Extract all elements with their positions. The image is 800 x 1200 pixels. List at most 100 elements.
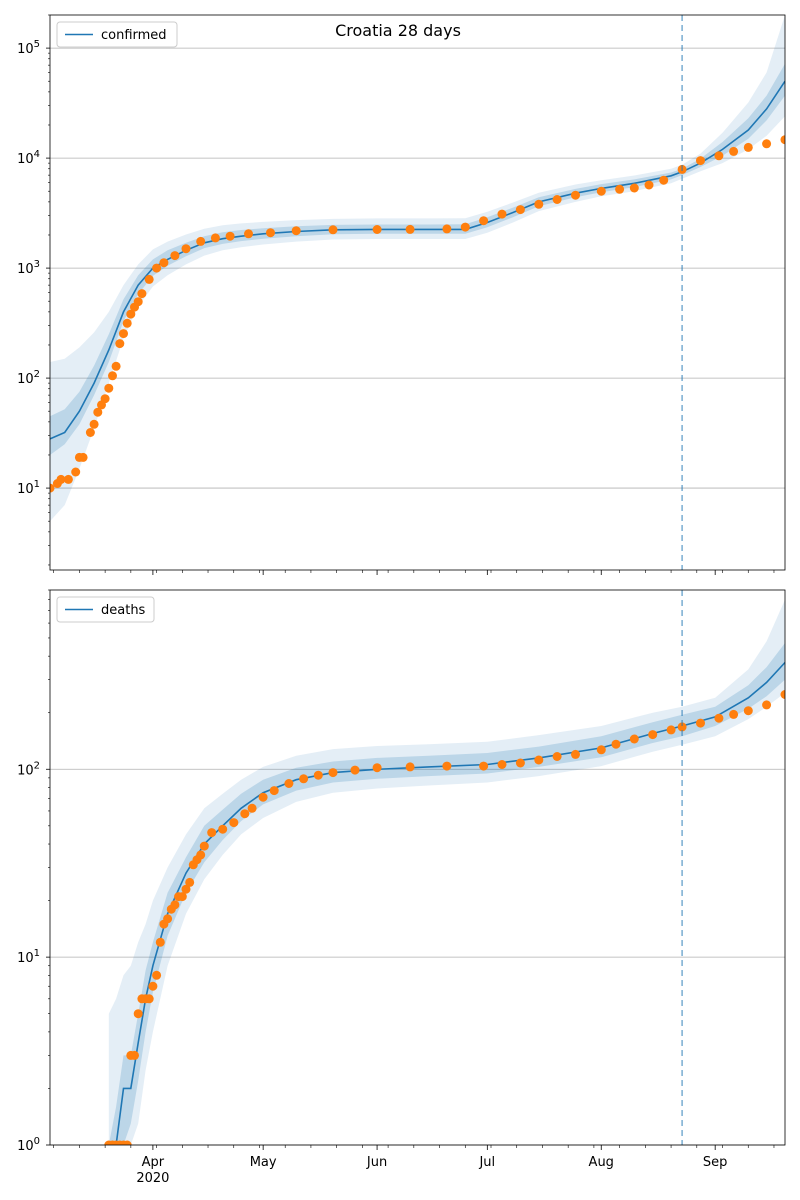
observed-point <box>299 774 309 784</box>
x-tick-label: Jun <box>366 1155 387 1170</box>
observed-point <box>181 244 191 254</box>
observed-point <box>152 970 162 980</box>
y-tick-exponent: 1 <box>34 479 40 490</box>
observed-point <box>313 770 323 780</box>
observed-point <box>119 329 128 339</box>
observed-point <box>552 195 562 204</box>
observed-point <box>199 841 209 851</box>
observed-point <box>266 228 275 238</box>
observed-point <box>170 251 180 261</box>
observed-point <box>497 760 507 769</box>
uncertainty-band-inner <box>108 643 785 1145</box>
observed-point <box>181 884 191 894</box>
observed-point <box>571 749 580 759</box>
observed-point <box>479 761 489 771</box>
y-tick-base: 10 <box>17 42 34 57</box>
y-tick-exponent: 3 <box>34 259 40 270</box>
observed-point <box>611 739 621 749</box>
observed-point <box>50 483 55 493</box>
observed-point <box>405 762 415 772</box>
observed-point <box>515 758 525 768</box>
observed-point <box>185 877 195 887</box>
observed-point <box>372 225 382 234</box>
legend: deaths <box>56 596 155 623</box>
y-tick-exponent: 1 <box>34 948 40 959</box>
observed-point <box>133 297 143 307</box>
observed-point <box>780 690 785 699</box>
observed-point <box>762 139 772 149</box>
y-tick-base: 10 <box>17 152 34 167</box>
observed-point <box>729 146 739 156</box>
y-tick-exponent: 4 <box>34 149 40 160</box>
y-tick-exponent: 5 <box>34 39 40 50</box>
legend-label: confirmed <box>101 28 167 43</box>
x-tick-label: Apr <box>142 1155 165 1170</box>
observed-point <box>615 184 625 194</box>
y-tick-exponent: 0 <box>34 1136 40 1147</box>
y-tick-label: 102 <box>17 369 40 387</box>
observed-point <box>677 722 687 732</box>
observed-point <box>596 745 606 755</box>
observed-point <box>196 850 206 860</box>
observed-point <box>122 1140 132 1145</box>
observed-point <box>328 225 338 235</box>
observed-point <box>729 709 739 719</box>
observed-point <box>144 994 154 1004</box>
observed-point <box>743 142 753 152</box>
y-tick-label: 104 <box>17 149 40 167</box>
y-tick-exponent: 2 <box>34 760 40 771</box>
observed-point <box>100 394 110 404</box>
observed-point <box>442 761 452 771</box>
model-median-line <box>108 661 785 1145</box>
observed-point <box>350 765 360 775</box>
y-tick-base: 10 <box>17 372 34 387</box>
y-tick-label: 100 <box>17 1136 40 1154</box>
observed-point <box>148 981 158 991</box>
observed-point <box>762 700 772 710</box>
observed-point <box>269 786 279 796</box>
plot-area <box>50 15 785 522</box>
x-tick-label: Sep <box>703 1155 728 1170</box>
figure-title: Croatia 28 days <box>335 21 461 40</box>
observed-point <box>284 779 294 788</box>
observed-point <box>210 233 220 243</box>
observed-point <box>137 289 147 299</box>
observed-point <box>497 209 507 219</box>
observed-point <box>104 383 114 393</box>
y-tick-label: 105 <box>17 39 40 57</box>
observed-point <box>126 309 136 319</box>
observed-point <box>644 180 654 190</box>
axes-frame <box>49 589 786 1146</box>
observed-point <box>152 263 162 273</box>
observed-point <box>155 937 165 947</box>
observed-point <box>196 236 206 246</box>
uncertainty-band-outer <box>108 599 785 1145</box>
y-tick-label: 103 <box>17 259 40 277</box>
observed-point <box>115 339 125 349</box>
observed-point <box>405 224 415 234</box>
axes-frame <box>49 14 786 571</box>
observed-point <box>743 706 753 716</box>
observed-point <box>372 763 382 773</box>
observed-point <box>163 914 173 924</box>
observed-point <box>177 892 187 902</box>
observed-point <box>78 452 88 462</box>
observed-point <box>108 371 117 381</box>
observed-point <box>56 474 66 484</box>
y-tick-base: 10 <box>17 763 34 778</box>
observed-point <box>442 224 452 234</box>
observed-point <box>144 274 154 284</box>
observed-point <box>596 186 606 196</box>
observed-point <box>629 183 639 193</box>
observed-point <box>696 718 705 728</box>
observed-point <box>170 900 180 910</box>
y-tick-label: 101 <box>17 948 40 966</box>
x-tick-label: May <box>250 1155 277 1170</box>
observed-point <box>159 258 169 268</box>
observed-point <box>247 803 257 813</box>
observed-point <box>534 199 544 209</box>
observed-point <box>291 226 301 236</box>
